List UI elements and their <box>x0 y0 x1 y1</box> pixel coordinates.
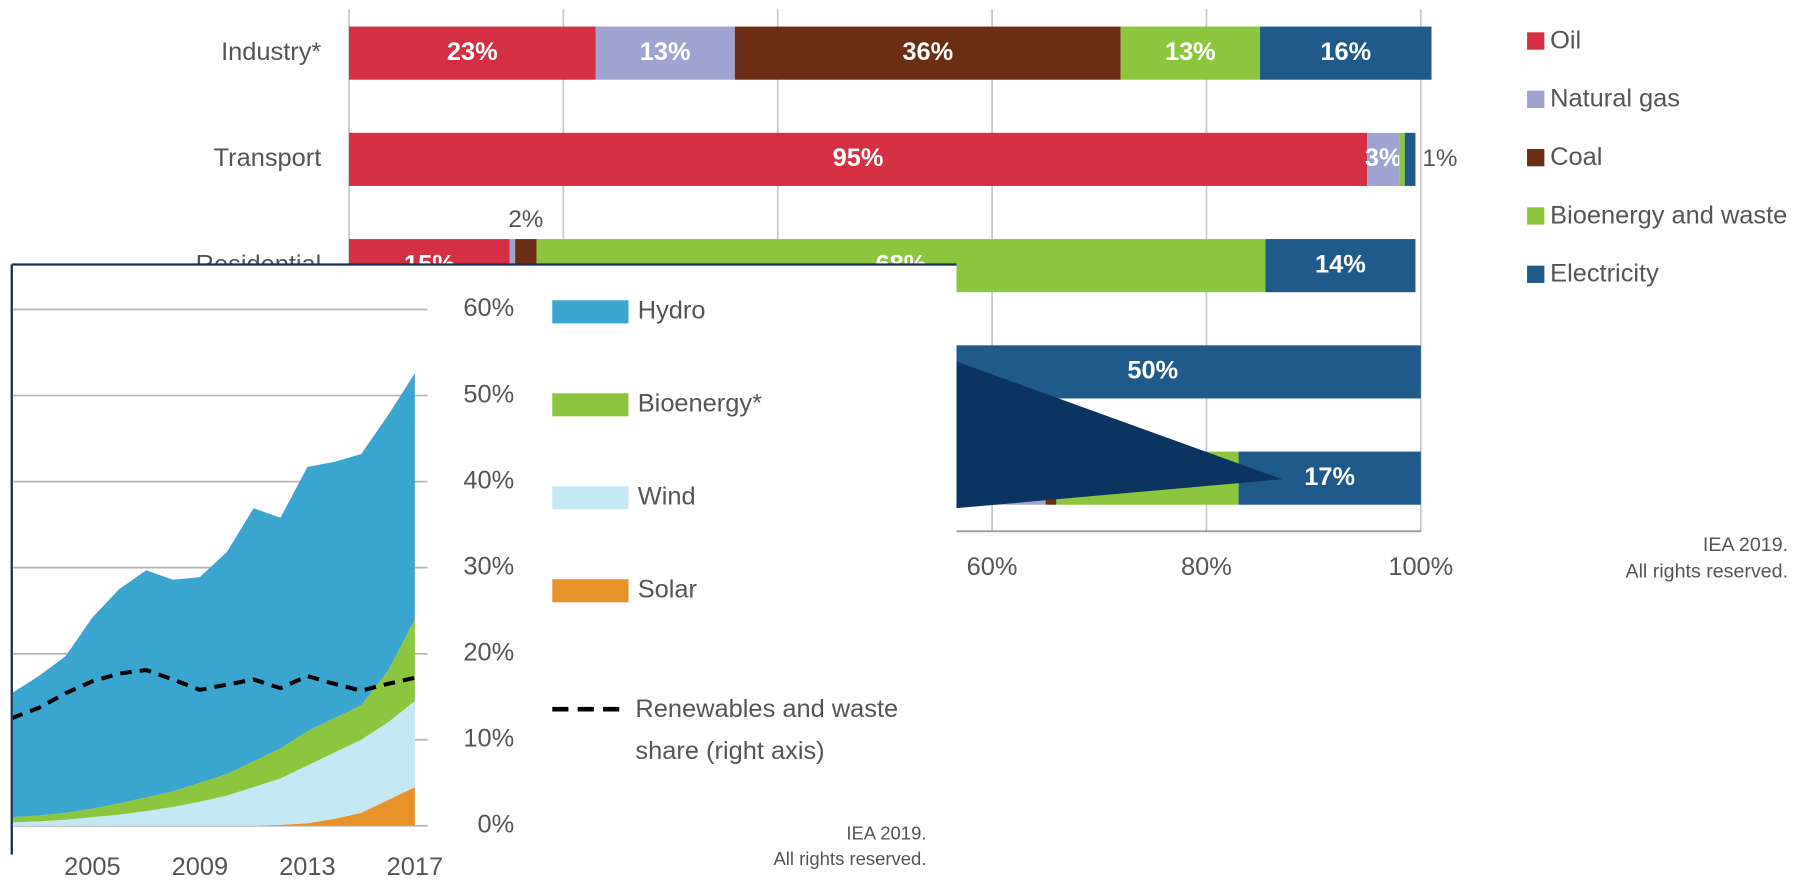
data-label: 3% <box>1365 144 1402 172</box>
note-line: All rights reserved. <box>773 850 927 870</box>
legend-swatch <box>552 579 629 603</box>
x-tick-label: 2017 <box>387 853 443 881</box>
x-tick-label: 60% <box>967 553 1018 581</box>
x-tick-label: 100% <box>1388 553 1453 581</box>
area <box>12 701 415 826</box>
legend-label: Oil <box>1550 26 1581 54</box>
legend-label: Wind <box>638 482 696 510</box>
x-tick-label: 2009 <box>172 853 228 881</box>
bar-segment <box>734 26 1121 80</box>
legend-swatch <box>552 393 629 417</box>
data-label: 1% <box>1422 145 1457 172</box>
note: IEA 2019. All rights reserved. <box>1504 531 1788 584</box>
area <box>12 619 415 823</box>
data-label: 2% <box>508 206 543 233</box>
legend-text: Renewables and waste share (right axis) <box>635 694 899 765</box>
legend-label: Solar <box>638 575 698 603</box>
legend-swatch <box>1527 90 1545 108</box>
line <box>12 667 416 720</box>
data-label: 95% <box>833 144 884 172</box>
pointer <box>956 361 1283 509</box>
note: IEA 2019. All rights reserved. <box>649 822 926 873</box>
data-label: 36% <box>902 38 953 66</box>
x-tick-label: 2013 <box>279 853 335 881</box>
legend-label: Renewables and waste share (right axis) <box>635 694 899 765</box>
data-label: 23% <box>447 38 498 66</box>
data-label: 13% <box>1165 38 1216 66</box>
legend-swatch <box>1527 148 1545 167</box>
y-tick-label: 60% <box>463 294 514 322</box>
legend-swatch <box>1527 32 1545 50</box>
data-label: 16% <box>1320 38 1371 66</box>
note-line: IEA 2019. <box>1702 533 1789 556</box>
plot-area <box>12 308 428 827</box>
area <box>12 787 415 826</box>
bar-segment <box>1367 132 1400 186</box>
bar-segment <box>349 26 596 80</box>
y-tick-label: 30% <box>463 552 514 580</box>
data-label: 17% <box>1304 463 1355 491</box>
legend-label: Coal <box>1550 143 1602 171</box>
note-line: IEA 2019. <box>846 824 927 845</box>
legend-swatch <box>552 486 629 510</box>
data-label: 14% <box>1315 250 1366 278</box>
bar-segment <box>1399 132 1405 186</box>
legend-swatch <box>552 300 629 324</box>
inset-chart: 0% 10% 20% 30% 40% 50% 60% 2005 2009 2013 2017 Hydr… <box>10 263 957 887</box>
y-tick-label: 50% <box>463 380 514 408</box>
bar-segment <box>1404 132 1416 186</box>
bar-segment <box>1265 239 1416 293</box>
y-tick-label: 0% <box>477 810 514 838</box>
legend-label: Bioenergy* <box>638 390 762 418</box>
note-text: IEA 2019. All rights reserved. <box>1504 531 1788 584</box>
category-label: Transport <box>214 144 322 172</box>
x-tick-label: 2005 <box>64 853 120 881</box>
category-label: Industry* <box>221 38 321 66</box>
legend-swatch <box>1527 265 1545 283</box>
legend-swatch <box>1527 207 1545 225</box>
legend-label: Bioenergy and waste <box>1550 201 1787 229</box>
note-line: All rights reserved. <box>1625 560 1789 583</box>
legend-label: Electricity <box>1550 260 1659 288</box>
bar-segment <box>1120 26 1261 80</box>
bar-segment <box>595 26 735 80</box>
data-label: 50% <box>1127 357 1178 385</box>
data-label: 13% <box>640 38 691 66</box>
y-tick-label: 20% <box>463 638 514 666</box>
note-text: IEA 2019. All rights reserved. <box>649 822 926 873</box>
x-tick-label: 80% <box>1181 553 1232 581</box>
bar-segment <box>349 132 1368 186</box>
legend-label: Natural gas <box>1550 85 1680 113</box>
y-tick-label: 10% <box>463 724 514 752</box>
y-tick-label: 40% <box>463 466 514 494</box>
legend-label: Hydro <box>638 297 706 325</box>
bar-segment <box>1260 26 1432 80</box>
area <box>12 373 415 818</box>
